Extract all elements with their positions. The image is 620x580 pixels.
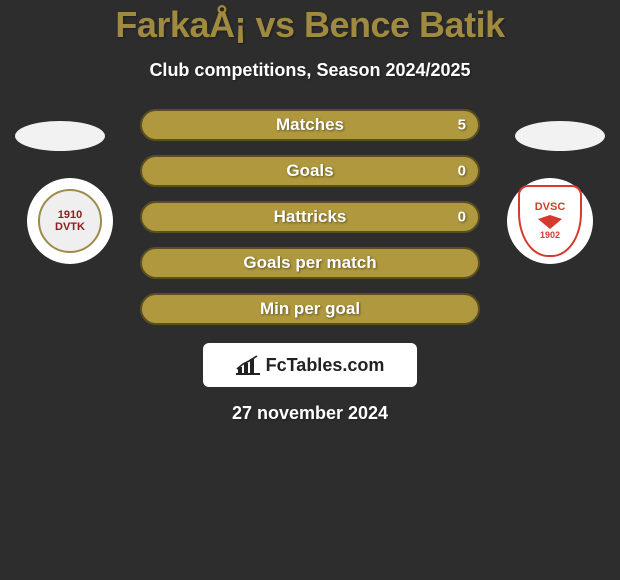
- crest-badge-right: DVSC 1902: [518, 185, 582, 257]
- stat-label: Goals per match: [243, 253, 376, 273]
- crest-left-year: 1910: [58, 209, 82, 221]
- crest-right-bird-icon: [536, 213, 564, 231]
- page-title: FarkaÅ¡ vs Bence Batik: [0, 0, 620, 46]
- crest-right-label: DVSC: [535, 201, 566, 213]
- stat-value: 5: [458, 117, 466, 134]
- crest-left-label: DVTK: [55, 221, 85, 233]
- fctables-logo-text: FcTables.com: [266, 355, 385, 376]
- stat-row-hattricks: Hattricks 0: [140, 201, 480, 233]
- stat-row-min-per-goal: Min per goal: [140, 293, 480, 325]
- stat-label: Min per goal: [260, 299, 360, 319]
- fctables-logo[interactable]: FcTables.com: [203, 343, 417, 387]
- stat-label: Goals: [286, 161, 333, 181]
- bar-chart-icon: [236, 355, 260, 375]
- stat-row-goals: Goals 0: [140, 155, 480, 187]
- stat-row-matches: Matches 5: [140, 109, 480, 141]
- comparison-card: FarkaÅ¡ vs Bence Batik Club competitions…: [0, 0, 620, 580]
- player-left-silhouette: [15, 121, 105, 151]
- generated-date: 27 november 2024: [0, 403, 620, 424]
- stat-row-goals-per-match: Goals per match: [140, 247, 480, 279]
- stat-value: 0: [458, 163, 466, 180]
- player-left-crest: 1910 DVTK: [27, 178, 113, 264]
- subtitle: Club competitions, Season 2024/2025: [0, 60, 620, 81]
- stat-label: Matches: [276, 115, 344, 135]
- stat-label: Hattricks: [274, 207, 347, 227]
- player-right-crest: DVSC 1902: [507, 178, 593, 264]
- crest-right-year: 1902: [540, 231, 560, 241]
- crest-shield-left: 1910 DVTK: [38, 189, 102, 253]
- player-right-silhouette: [515, 121, 605, 151]
- stat-value: 0: [458, 209, 466, 226]
